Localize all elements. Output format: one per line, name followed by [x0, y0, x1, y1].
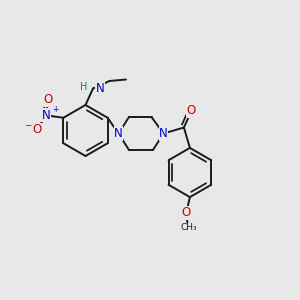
Text: O: O — [187, 104, 196, 118]
Text: +: + — [52, 106, 59, 115]
Text: −: − — [24, 120, 32, 129]
Text: N: N — [114, 127, 123, 140]
Text: O: O — [32, 123, 42, 136]
Text: O: O — [44, 93, 53, 106]
Text: N: N — [159, 127, 168, 140]
Text: N: N — [42, 109, 50, 122]
Text: N: N — [95, 82, 104, 95]
Text: O: O — [182, 206, 191, 219]
Text: CH₃: CH₃ — [181, 223, 198, 232]
Text: H: H — [80, 82, 88, 92]
